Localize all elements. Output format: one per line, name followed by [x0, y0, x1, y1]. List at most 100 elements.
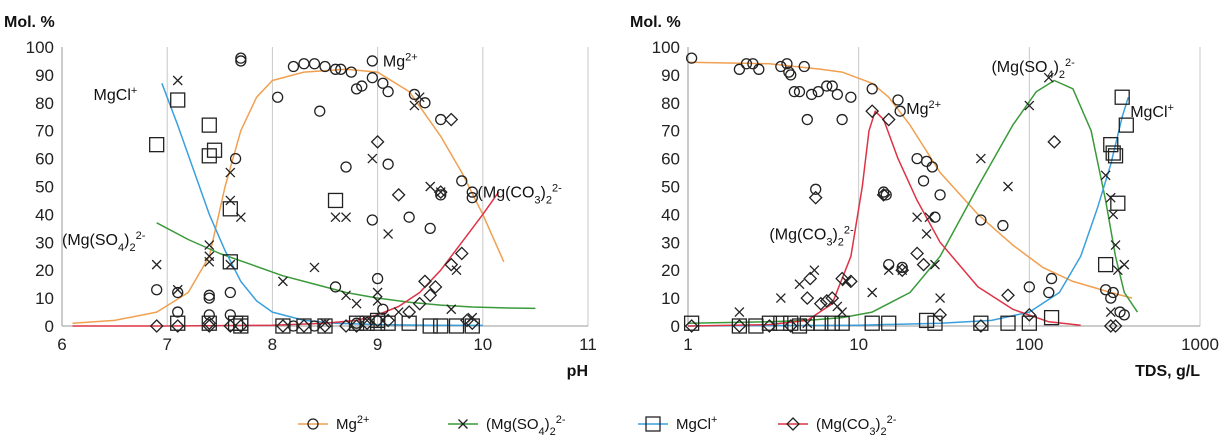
series-curve-1: [156, 222, 536, 310]
data-point: [734, 307, 745, 318]
data-point: [775, 293, 786, 304]
data-point: [761, 315, 778, 331]
data-point: [424, 222, 436, 235]
data-point: [1045, 272, 1058, 285]
data-point: [224, 286, 236, 299]
data-point: [233, 319, 248, 333]
data-point: [843, 274, 858, 289]
data-point: [381, 313, 396, 328]
data-point: [419, 97, 431, 109]
x-axis-label: pH: [567, 363, 588, 380]
data-point: [883, 265, 894, 276]
data-point: [370, 134, 385, 149]
y-tick-label: 10: [661, 289, 680, 308]
data-point: [835, 271, 850, 286]
data-point: [867, 287, 878, 298]
series-points-2: [149, 92, 480, 334]
data-point: [783, 319, 798, 333]
data-point: [733, 63, 746, 75]
x-tick-label: 8: [268, 335, 277, 354]
data-point: [800, 291, 815, 306]
y-tick-label: 60: [35, 150, 54, 169]
data-point: [1118, 117, 1134, 133]
data-point: [367, 153, 378, 164]
y-tick-label: 50: [35, 178, 54, 197]
data-point: [329, 281, 342, 293]
data-point: [930, 259, 940, 270]
series-points-1: [151, 75, 478, 329]
data-point: [802, 318, 813, 329]
series-points-2: [683, 89, 1134, 334]
data-point: [975, 214, 987, 226]
data-point: [225, 195, 236, 206]
data-point: [1105, 307, 1116, 318]
data-point: [864, 315, 880, 331]
data-point: [877, 186, 890, 198]
data-point: [235, 52, 247, 64]
data-point: [297, 319, 311, 333]
data-point: [377, 303, 389, 315]
data-point: [393, 307, 404, 318]
data-point: [1103, 319, 1118, 333]
data-point: [272, 91, 284, 103]
data-point: [916, 257, 931, 272]
y-tick-label: 0: [671, 317, 680, 336]
data-point: [1047, 134, 1062, 149]
data-point: [866, 83, 878, 95]
data-point: [1110, 195, 1126, 211]
data-point: [149, 136, 165, 153]
data-point: [433, 318, 449, 334]
data-point: [895, 263, 910, 278]
data-point: [935, 293, 946, 304]
data-point: [151, 284, 163, 296]
data-point: [1119, 259, 1130, 270]
data-point: [451, 265, 462, 276]
data-point: [329, 63, 342, 75]
series-annotation: MgCl+: [1130, 102, 1174, 121]
data-point: [308, 58, 321, 70]
data-point: [1105, 145, 1121, 161]
data-point: [924, 212, 935, 223]
data-point: [684, 319, 699, 333]
y-tick-label: 10: [35, 289, 54, 308]
data-point: [341, 290, 351, 301]
data-point: [732, 319, 747, 333]
legend-label: (Mg(CO3)22-: [816, 414, 897, 438]
series-annotation: (Mg(CO3)22-: [769, 225, 854, 249]
data-point: [876, 187, 891, 202]
data-point: [276, 319, 290, 333]
data-point: [812, 85, 824, 98]
data-point: [225, 259, 236, 270]
data-point: [975, 153, 986, 164]
data-point: [339, 319, 353, 333]
data-point: [918, 312, 935, 329]
data-point: [1024, 100, 1035, 111]
data-point: [454, 246, 469, 261]
y-tick-label: 0: [45, 317, 54, 336]
data-point: [327, 192, 344, 209]
legend-marker: [458, 419, 468, 429]
data-point: [997, 219, 1009, 232]
data-point: [803, 271, 818, 286]
data-point: [1107, 148, 1124, 164]
data-point: [235, 55, 247, 67]
data-point: [330, 212, 341, 223]
data-point: [933, 307, 948, 322]
series-curve-2: [687, 96, 1130, 327]
data-point: [444, 112, 459, 127]
data-point: [824, 315, 840, 331]
data-point: [740, 58, 753, 70]
data-point: [382, 85, 394, 98]
x-tick-label: 10: [473, 335, 492, 354]
data-point: [372, 295, 383, 306]
data-point: [349, 319, 364, 333]
data-point: [380, 315, 396, 331]
data-point: [821, 80, 833, 92]
data-point: [227, 315, 244, 331]
data-point: [296, 318, 312, 334]
data-point: [921, 228, 932, 239]
data-point: [819, 293, 834, 308]
data-point: [446, 304, 457, 315]
data-point: [428, 280, 443, 294]
data-point: [973, 319, 988, 333]
